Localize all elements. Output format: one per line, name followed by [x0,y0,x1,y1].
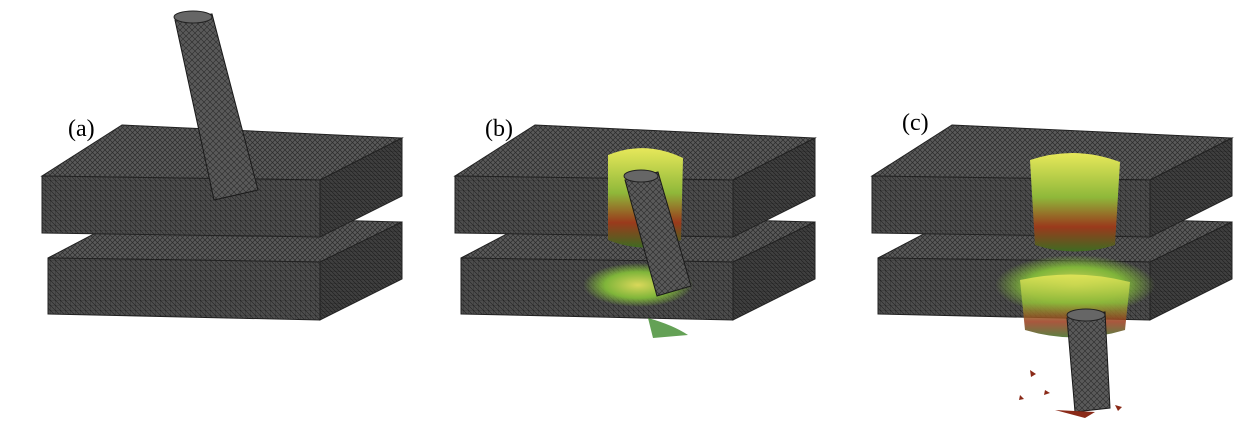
panel-b: (b) [455,116,815,338]
panel-label: (a) [68,116,95,142]
figure: (a) (b) [0,0,1250,429]
panel-c: (c) [872,110,1232,418]
crater [1030,153,1120,252]
panel-label: (c) [902,110,929,136]
panel-label: (b) [485,116,513,142]
panel-a: (a) [42,11,402,320]
